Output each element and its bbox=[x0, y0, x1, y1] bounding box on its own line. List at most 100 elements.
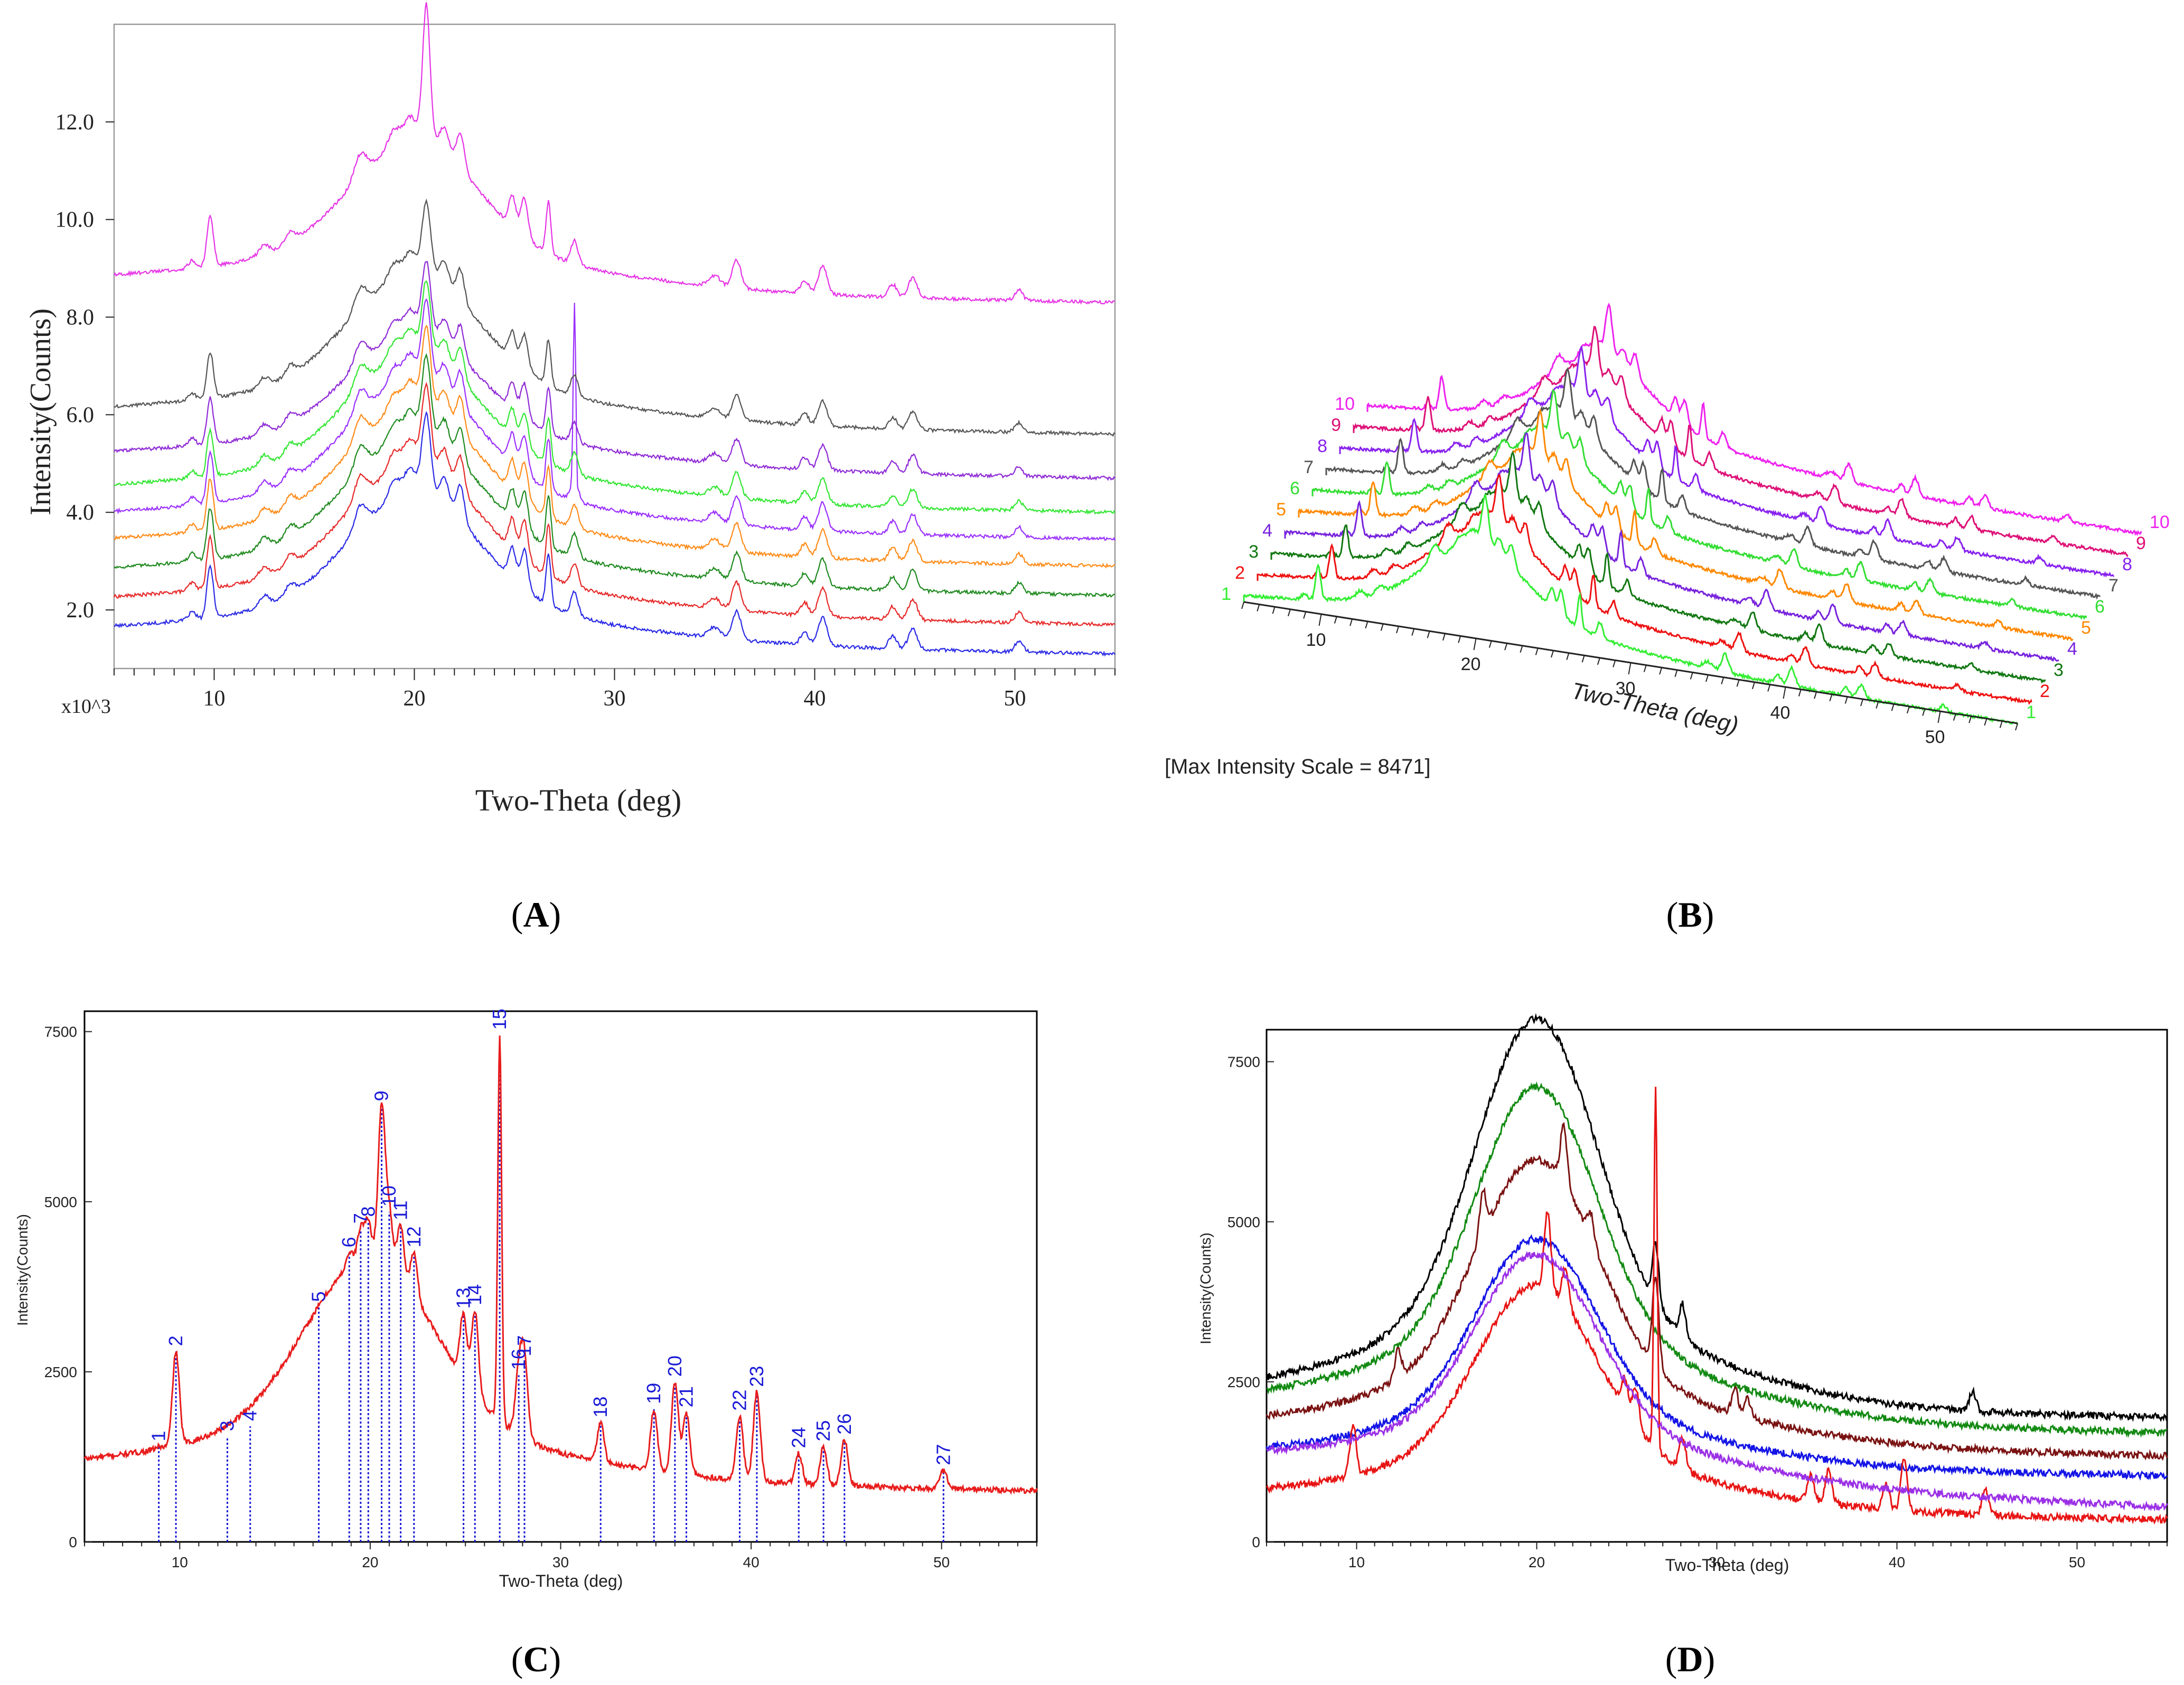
panel-d-series-line bbox=[1266, 1081, 2168, 1438]
panel-d-x-tick-label: 20 bbox=[1529, 1554, 1545, 1570]
panel-a-y-tick-label: 4.0 bbox=[67, 501, 95, 525]
panel-c-y-axis: 0 2500 5000 7500 bbox=[44, 1024, 92, 1550]
panel-c-x-tick-label: 20 bbox=[362, 1554, 378, 1570]
panel-d-y-tick-label: 5000 bbox=[1227, 1214, 1260, 1230]
panel-a-x-tick-label: 40 bbox=[804, 686, 826, 711]
panel-c-peak-label: 1 bbox=[148, 1431, 170, 1442]
panel-b-series-line bbox=[1339, 346, 2115, 578]
panel-d-frame bbox=[1266, 1029, 2168, 1543]
panel-d-x-tick-label: 40 bbox=[1889, 1554, 1905, 1570]
panel-b-axis-tick bbox=[1473, 638, 1477, 651]
panel-c-peak-label: 19 bbox=[643, 1383, 664, 1404]
panel-c-peak-label: 13 bbox=[453, 1287, 474, 1309]
panel-b-axis-tick bbox=[1303, 611, 1307, 619]
panel-a-series-line bbox=[114, 353, 1116, 598]
panel-a-x-tick-label: 10 bbox=[203, 686, 226, 711]
panel-d-x-tick-label: 50 bbox=[2069, 1554, 2085, 1570]
panel-b-series-label-right: 10 bbox=[2150, 512, 2170, 532]
panel-c-y-tick-label: 7500 bbox=[44, 1024, 77, 1040]
panel-a-multiplier: x10^3 bbox=[61, 695, 111, 718]
panel-d-series-line bbox=[1266, 1013, 2168, 1423]
panel-b-axis-tick bbox=[1442, 633, 1446, 641]
panel-b-series-line bbox=[1284, 432, 2059, 662]
panel-c-peak-label: 14 bbox=[464, 1284, 485, 1305]
panel-b-axis-tick bbox=[1953, 713, 1956, 721]
panel-b-series-line bbox=[1325, 367, 2101, 600]
panel-a-xlabel: Two-Theta (deg) bbox=[475, 783, 681, 817]
panel-b-axis-tick bbox=[1520, 645, 1523, 653]
panel-b-axis-tick bbox=[1365, 621, 1368, 629]
panel-c-peak-label: 8 bbox=[357, 1206, 379, 1217]
panel-b-series-label-left: 3 bbox=[1249, 542, 1259, 562]
panel-c-x-tick-label: 30 bbox=[552, 1554, 569, 1570]
panel-c-caption: (C) bbox=[511, 1639, 561, 1679]
panel-b-axis-tick bbox=[1257, 604, 1260, 611]
panel-c-peak-label: 25 bbox=[812, 1420, 834, 1442]
panel-a-ylabel: Intensity(Counts) bbox=[24, 308, 57, 515]
panel-c-peak-label: 3 bbox=[216, 1420, 238, 1431]
panel-b-axis-tick bbox=[1272, 606, 1276, 614]
panel-a-series-line bbox=[114, 325, 1116, 569]
panel-a-series-line bbox=[114, 298, 1116, 541]
panel-b-axis-tick bbox=[1798, 689, 1802, 696]
panel-b-note: [Max Intensity Scale = 8471] bbox=[1165, 755, 1431, 778]
panel-a-x-tick-label: 20 bbox=[404, 686, 426, 711]
panel-b-axis-tick bbox=[1814, 691, 1817, 699]
panel-b-series-line bbox=[1243, 494, 2019, 726]
panel-b-xlabel: Two-Theta (deg) bbox=[1569, 677, 1740, 738]
panel-b-axis-tick bbox=[1783, 686, 1786, 699]
panel-b-axis-tick bbox=[1241, 601, 1244, 609]
panel-a-y-tick-label: 2.0 bbox=[67, 598, 95, 623]
panel-c-peak-label: 4 bbox=[239, 1410, 261, 1421]
panel-d-ylabel: Intensity(Counts) bbox=[1197, 1232, 1214, 1344]
panel-b-axis-tick bbox=[1891, 703, 1895, 711]
panel-a-x-tick-label: 50 bbox=[1004, 686, 1026, 711]
panel-d-series-line bbox=[1266, 1122, 2168, 1461]
panel-d-series-line bbox=[1266, 1250, 2168, 1512]
panel-a: 10 20 30 40 50 2.0 4.0 6.0 8.0 10.0 12.0 x10^3 In… bbox=[24, 2, 1116, 935]
panel-d-x-axis: 10 20 30 40 50 bbox=[1266, 1542, 2168, 1570]
panel-b-axis-tick bbox=[1751, 682, 1755, 690]
panel-d-y-tick-label: 2500 bbox=[1227, 1374, 1260, 1390]
panel-a-x-axis: 10 20 30 40 50 bbox=[114, 669, 1116, 711]
panel-c-peak-label: 7 bbox=[350, 1213, 371, 1223]
panel-d-series-line bbox=[1266, 1087, 2168, 1525]
panel-c-peak-label: 23 bbox=[746, 1366, 767, 1387]
panel-a-series-line bbox=[114, 2, 1116, 305]
panel-b-axis-tick bbox=[1488, 641, 1492, 648]
panel-a-frame bbox=[113, 23, 1116, 670]
panel-b-axis-tick bbox=[1597, 657, 1600, 665]
panel-b-axis-tick bbox=[1643, 665, 1647, 672]
panel-b-series-label-right: 6 bbox=[2095, 597, 2105, 617]
panel-c-y-tick-label: 0 bbox=[69, 1534, 77, 1550]
panel-b-tick-label: 30 bbox=[1616, 679, 1636, 699]
panel-b-axis-tick bbox=[1334, 616, 1337, 624]
panel-d-y-tick-label: 0 bbox=[1252, 1534, 1260, 1550]
panel-b-series-line bbox=[1298, 408, 2074, 641]
panel-b-tick-label: 50 bbox=[1925, 727, 1945, 747]
panel-b-series-label-left: 1 bbox=[1221, 584, 1231, 604]
panel-a-traces bbox=[113, 2, 1116, 657]
panel-a-x-tick-label: 30 bbox=[604, 686, 626, 711]
panel-c-peak-label: 9 bbox=[371, 1090, 392, 1101]
panel-c-peak-label: 6 bbox=[338, 1237, 360, 1247]
panel-c-peak-label: 27 bbox=[932, 1444, 954, 1465]
panel-c-peak-label: 24 bbox=[788, 1427, 809, 1448]
panel-c-y-tick-label: 5000 bbox=[44, 1194, 77, 1210]
panel-b-series-label-right: 1 bbox=[2026, 702, 2036, 722]
panel-c-peak-label: 12 bbox=[403, 1226, 425, 1247]
panel-b-series-label-right: 4 bbox=[2067, 639, 2077, 659]
panel-b-axis-tick bbox=[1318, 614, 1322, 626]
panel-c-peak-label: 16 bbox=[508, 1349, 529, 1370]
panel-a-caption: (A) bbox=[511, 895, 561, 935]
panel-b-series-label-left: 10 bbox=[1335, 394, 1355, 414]
panel-b-series-line bbox=[1270, 450, 2046, 684]
panel-b-axis-tick bbox=[1984, 718, 1988, 726]
panel-d-y-tick-label: 7500 bbox=[1227, 1054, 1260, 1070]
panel-a-series-line bbox=[114, 411, 1116, 657]
panel-b-axis-tick bbox=[1349, 618, 1353, 626]
panel-c-peak-label: 5 bbox=[308, 1291, 330, 1302]
panel-a-y-tick-label: 10.0 bbox=[55, 208, 95, 232]
